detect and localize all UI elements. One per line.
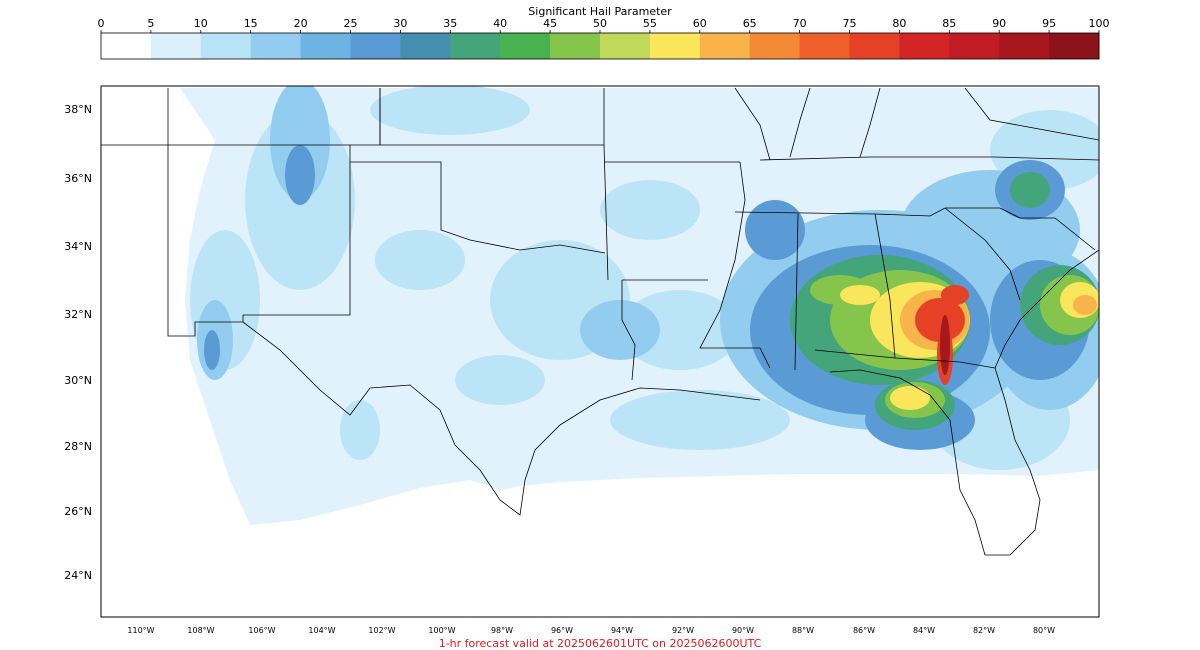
colorbar-bin	[600, 33, 651, 59]
colorbar-bin	[350, 33, 401, 59]
colorbar-tick-label: 90	[992, 17, 1006, 30]
colorbar-bin	[200, 33, 252, 59]
colorbar-bin	[849, 33, 900, 59]
lon-label: 82°W	[973, 626, 995, 635]
colorbar-tick-label: 35	[443, 17, 457, 30]
colorbar-bin	[999, 33, 1050, 59]
colorbar-bin	[101, 33, 152, 59]
colorbar-tick-label: 75	[843, 17, 857, 30]
lon-label: 94°W	[611, 626, 633, 635]
colorbar-tick-label: 20	[294, 17, 308, 30]
lon-label: 90°W	[732, 626, 754, 635]
colorbar-tick-label: 40	[493, 17, 507, 30]
lon-label: 80°W	[1033, 626, 1055, 635]
colorbar-title: Significant Hail Parameter	[528, 5, 672, 18]
state-borders	[101, 87, 1099, 556]
lon-label: 108°W	[187, 626, 214, 635]
lat-label: 26°N	[64, 505, 92, 518]
colorbar-tick-label: 80	[892, 17, 906, 30]
lat-label: 34°N	[64, 240, 92, 253]
colorbar-tick-label: 65	[743, 17, 757, 30]
lon-label: 92°W	[672, 626, 694, 635]
lon-label: 110°W	[127, 626, 154, 635]
lat-label: 36°N	[64, 172, 92, 185]
colorbar-tick-label: 0	[98, 17, 105, 30]
colorbar-tick-label: 45	[543, 17, 557, 30]
lon-label: 96°W	[551, 626, 573, 635]
lat-label: 30°N	[64, 374, 92, 387]
lon-label: 86°W	[853, 626, 875, 635]
colorbar-bin	[699, 33, 751, 59]
colorbar-tick-label: 5	[147, 17, 154, 30]
colorbar-bin	[799, 33, 850, 59]
colorbar-bin	[649, 33, 701, 59]
lon-label: 84°W	[913, 626, 935, 635]
map-panel: 38°N 36°N 34°N 32°N 30°N 28°N 26°N 24°N …	[64, 85, 1100, 635]
field-level-90	[940, 315, 950, 375]
colorbar-bin	[150, 33, 202, 59]
hail-parameter-field	[180, 86, 1099, 525]
longitude-labels: 110°W 108°W 106°W 104°W 102°W 100°W 98°W…	[127, 626, 1055, 635]
lon-label: 106°W	[248, 626, 275, 635]
lon-label: 100°W	[428, 626, 455, 635]
lat-label: 32°N	[64, 308, 92, 321]
colorbar-tick-label: 60	[693, 17, 707, 30]
colorbar-bin	[949, 33, 1000, 59]
colorbar-bin	[500, 33, 551, 59]
lon-label: 88°W	[792, 626, 814, 635]
colorbar-bin	[899, 33, 950, 59]
colorbar-bin	[400, 33, 451, 59]
colorbar-bin	[250, 33, 302, 59]
colorbar-tick-label: 10	[194, 17, 208, 30]
lat-label: 28°N	[64, 440, 92, 453]
latitude-labels: 38°N 36°N 34°N 32°N 30°N 28°N 26°N 24°N	[64, 103, 92, 582]
colorbar-bin	[749, 33, 801, 59]
colorbar-tick-label: 100	[1089, 17, 1110, 30]
lat-label: 24°N	[64, 569, 92, 582]
lon-label: 104°W	[308, 626, 335, 635]
colorbar-bin	[1049, 33, 1100, 59]
lon-label: 98°W	[491, 626, 513, 635]
colorbar-tick-label: 70	[793, 17, 807, 30]
colorbar-bin	[300, 33, 351, 59]
lon-label: 102°W	[368, 626, 395, 635]
map-frame	[100, 85, 1100, 618]
colorbar-tick-label: 30	[393, 17, 407, 30]
colorbar-tick-label: 55	[643, 17, 657, 30]
colorbar-tick-label: 95	[1042, 17, 1056, 30]
colorbar-tick-label: 85	[942, 17, 956, 30]
colorbar: 0 5 10 15 20 25 30 35 40 45 50 55 60 65 70 75 80 85 90 95 10…	[98, 17, 1110, 60]
colorbar-bin	[450, 33, 501, 59]
forecast-caption: 1-hr forecast valid at 2025062601UTC on …	[439, 637, 762, 650]
colorbar-tick-label: 15	[244, 17, 258, 30]
colorbar-tick-label: 50	[593, 17, 607, 30]
colorbar-bin	[550, 33, 601, 59]
colorbar-tick-label: 25	[344, 17, 358, 30]
lat-label: 38°N	[64, 103, 92, 116]
